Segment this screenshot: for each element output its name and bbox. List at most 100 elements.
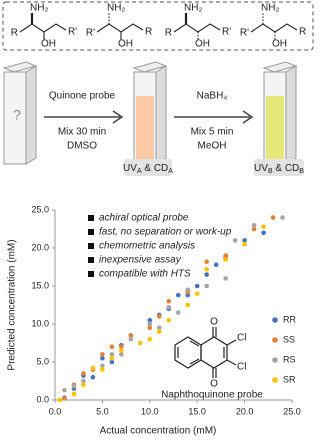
point <box>109 355 115 361</box>
point <box>166 298 172 304</box>
alcohol: OH <box>118 39 133 50</box>
point <box>223 257 228 262</box>
point <box>156 329 162 334</box>
condition: Mix 30 min <box>58 127 106 138</box>
y-tick-label: 25.0 <box>31 204 49 214</box>
bullet <box>88 229 94 235</box>
point <box>62 387 67 393</box>
point <box>166 317 172 323</box>
y-axis-label: Predicted concentration (mM) <box>7 239 18 370</box>
feature: fast, no separation or work-up <box>99 227 232 238</box>
point <box>251 222 257 228</box>
point <box>204 272 209 277</box>
point <box>138 340 143 346</box>
condition: Mix 5 min <box>191 127 234 138</box>
y-tick-label: 15.0 <box>31 280 49 290</box>
amine: NH₂ <box>184 3 202 14</box>
point <box>62 396 67 401</box>
point <box>223 253 228 258</box>
substituent: R' <box>68 27 77 38</box>
atom: O <box>210 317 218 328</box>
legend-label: SS <box>283 334 295 344</box>
unknown-mark: ? <box>13 107 21 123</box>
point <box>71 384 77 389</box>
feature: achiral optical probe <box>99 213 189 224</box>
alcohol: OH <box>41 39 56 50</box>
point <box>156 314 162 319</box>
point <box>71 391 77 397</box>
solvent: MeOH <box>198 141 227 152</box>
point <box>119 348 124 353</box>
substituent: R' <box>222 27 231 38</box>
reagent: NaBH₄ <box>197 91 228 102</box>
point <box>261 224 266 230</box>
point <box>204 283 209 289</box>
substituent: R <box>145 27 152 38</box>
point <box>204 259 209 264</box>
point <box>81 371 86 376</box>
point <box>242 238 247 243</box>
point <box>185 287 191 293</box>
legend-label: RS <box>283 354 296 364</box>
y-tick-label: 5.0 <box>36 356 49 366</box>
legend-marker <box>272 337 278 343</box>
bullet <box>88 257 94 263</box>
amine: NH₂ <box>107 3 125 14</box>
x-tick-label: 0.0 <box>49 406 62 416</box>
y-tick-label: 20.0 <box>31 242 49 252</box>
substituent: R <box>11 28 18 39</box>
point <box>100 367 105 372</box>
point <box>109 344 115 350</box>
substituent: R' <box>240 28 249 39</box>
bullet <box>88 243 94 249</box>
probe-structure <box>174 327 237 378</box>
point <box>147 336 153 342</box>
legend-marker <box>272 357 278 363</box>
readout-box <box>254 159 304 176</box>
arrow <box>44 110 124 124</box>
point <box>166 304 172 310</box>
point <box>223 276 228 281</box>
cuvette-1 <box>2 61 38 165</box>
solvent: DMSO <box>67 141 97 152</box>
y-tick-label: 10.0 <box>31 318 49 328</box>
bond <box>19 23 67 33</box>
point <box>100 363 105 369</box>
structure-box <box>2 1 314 51</box>
readout: UVA & CDA <box>123 163 173 175</box>
readout-box <box>124 159 172 176</box>
readout: UVB & CDB <box>254 163 304 175</box>
x-tick-label: 5.0 <box>96 406 109 416</box>
point <box>242 241 247 247</box>
point <box>100 355 105 361</box>
point <box>119 344 124 350</box>
atom: Cl <box>237 362 246 373</box>
x-tick-label: 10.0 <box>141 406 159 416</box>
point <box>156 325 162 331</box>
point <box>128 333 134 338</box>
point <box>81 382 86 388</box>
substituent: R <box>299 27 306 38</box>
alcohol: OH <box>272 39 287 50</box>
point <box>90 365 96 371</box>
x-axis-label: Actual concentration (mM) <box>100 426 217 437</box>
point <box>251 226 257 232</box>
bullet <box>88 215 94 221</box>
alcohol: OH <box>195 39 210 50</box>
point <box>147 325 153 331</box>
bond <box>96 23 144 33</box>
point <box>147 321 153 327</box>
point <box>194 291 200 296</box>
feature: inexpensive assay <box>99 255 182 266</box>
point <box>128 336 134 342</box>
feature: chemometric analysis <box>99 241 195 252</box>
point <box>109 352 115 357</box>
x-tick-label: 15.0 <box>188 406 206 416</box>
point <box>280 215 285 220</box>
bullet <box>88 271 94 277</box>
legend-marker <box>272 377 278 383</box>
point <box>261 230 266 236</box>
point <box>175 292 181 298</box>
cuvette-3 <box>262 61 298 165</box>
